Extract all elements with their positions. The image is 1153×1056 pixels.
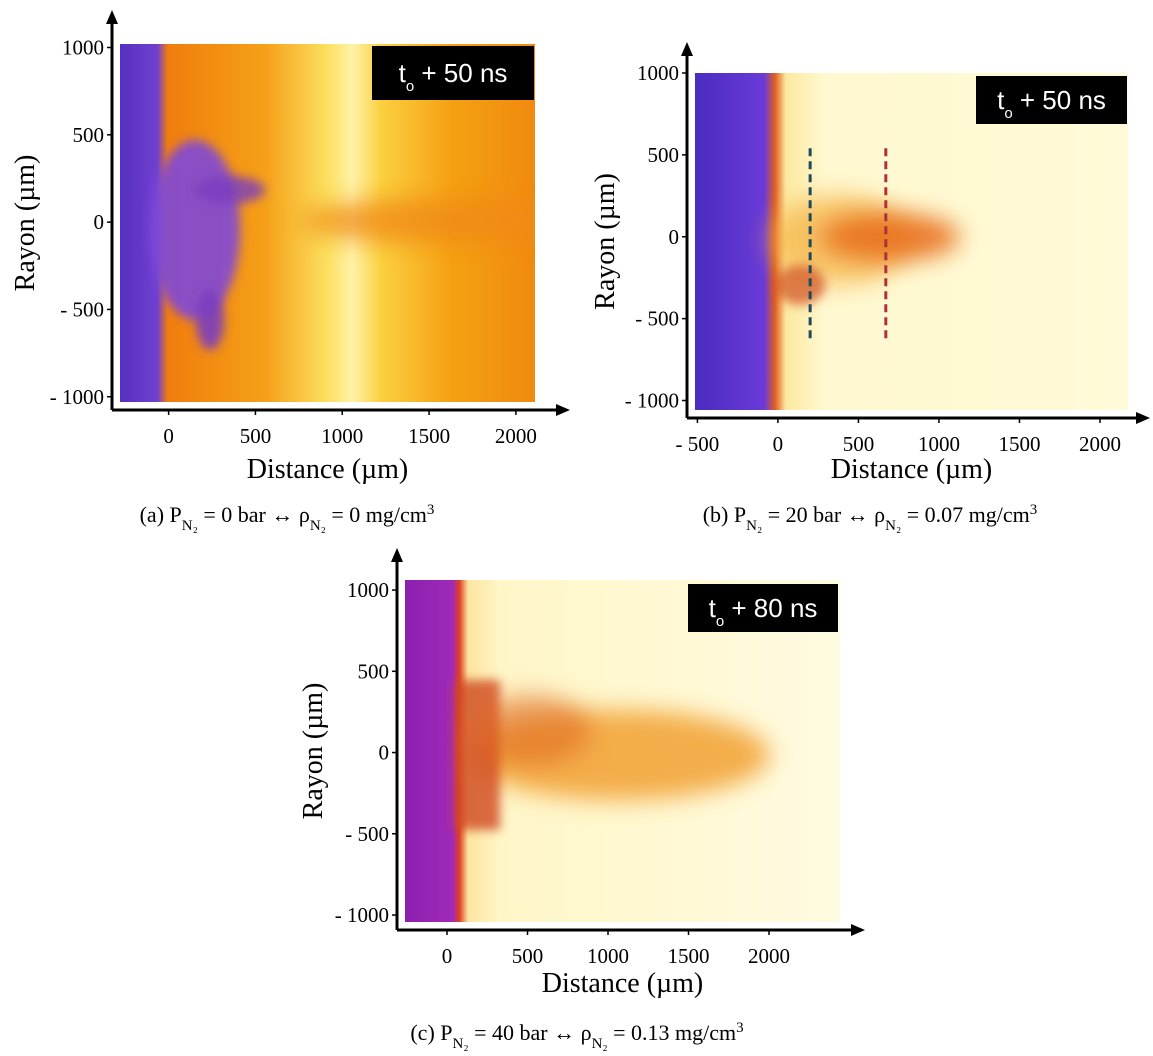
x-tick-label: 500 [240, 424, 272, 448]
x-axis-label: Distance (µm) [542, 968, 704, 999]
text-part: = 40 bar ↔ ρ [469, 1020, 592, 1045]
text-part: (b) P [703, 502, 746, 527]
y-axis-label: Rayon (µm) [298, 683, 329, 820]
y-tick-label: - 1000 [625, 389, 679, 413]
y-tick-label: - 500 [345, 822, 389, 846]
x-tick-label: 500 [843, 432, 875, 456]
text-part: o [716, 613, 724, 630]
text-part: (a) P [140, 502, 182, 527]
y-tick-label: 500 [358, 659, 390, 683]
y-tick-label: 500 [648, 143, 680, 167]
x-tick-label: 1500 [668, 944, 710, 968]
annotation: to + 80 ns [709, 593, 818, 630]
arrowhead [681, 42, 693, 56]
text-part: = 0 mg/cm [326, 502, 427, 527]
y-axis-label: Rayon (µm) [590, 173, 621, 310]
arrowhead [391, 548, 403, 562]
text-part: 3 [427, 502, 435, 518]
x-tick-label: 0 [773, 432, 784, 456]
text-part: + 50 ns [414, 58, 507, 88]
text-part: + 50 ns [1013, 85, 1106, 115]
annotation-box [688, 584, 838, 632]
text-part: 3 [1030, 502, 1038, 518]
y-axis-label: Rayon (µm) [10, 155, 41, 292]
x-tick-label: 1000 [587, 944, 629, 968]
text-part: = 0.13 mg/cm [608, 1020, 737, 1045]
y-tick-label: 1000 [62, 35, 104, 59]
y-tick-label: 1000 [637, 61, 679, 85]
text-part: t [709, 593, 717, 623]
y-tick-label: - 1000 [50, 385, 104, 409]
x-axis-label: Distance (µm) [831, 454, 993, 485]
image-a [120, 44, 535, 402]
y-tick-label: 0 [379, 741, 390, 765]
x-tick-label: 1500 [998, 432, 1040, 456]
caption: (c) PN₂ = 40 bar ↔ ρN₂ = 0.13 mg/cm3 [410, 1020, 743, 1052]
annotation-box [372, 46, 534, 100]
text-part: N₂ [310, 518, 326, 534]
arrowhead [556, 404, 570, 416]
annotation: to + 50 ns [399, 58, 508, 95]
x-tick-label: 2000 [495, 424, 537, 448]
annotation: to + 50 ns [997, 85, 1106, 122]
arrowhead [1136, 412, 1150, 424]
text-part: 3 [736, 1020, 744, 1036]
text-part: o [1004, 105, 1012, 122]
text-part: N₂ [885, 518, 901, 534]
y-tick-label: - 500 [60, 297, 104, 321]
image-c [405, 580, 840, 922]
x-tick-label: 0 [163, 424, 174, 448]
arrowhead [851, 924, 865, 936]
x-tick-label: 1500 [408, 424, 450, 448]
text-part: = 0 bar ↔ ρ [198, 502, 310, 527]
arrowhead [106, 10, 118, 24]
text-part: t [399, 58, 407, 88]
text-part: N₂ [453, 1036, 469, 1052]
caption: (b) PN₂ = 20 bar ↔ ρN₂ = 0.07 mg/cm3 [703, 502, 1038, 534]
text-part: N₂ [746, 518, 762, 534]
text-part: = 0.07 mg/cm [901, 502, 1030, 527]
text-part: (c) P [410, 1020, 452, 1045]
x-tick-label: - 500 [676, 432, 720, 456]
x-tick-label: 2000 [748, 944, 790, 968]
text-part: N₂ [592, 1036, 608, 1052]
y-tick-label: 0 [669, 225, 680, 249]
text-part: t [997, 85, 1005, 115]
annotation-box [976, 76, 1127, 124]
y-tick-label: - 500 [635, 307, 679, 331]
text-part: + 80 ns [724, 593, 817, 623]
x-tick-label: 500 [512, 944, 544, 968]
y-tick-label: - 1000 [335, 903, 389, 927]
x-tick-label: 2000 [1079, 432, 1121, 456]
text-part: o [406, 78, 414, 95]
text-part: = 20 bar ↔ ρ [762, 502, 885, 527]
y-tick-label: 1000 [347, 578, 389, 602]
caption: (a) PN₂ = 0 bar ↔ ρN₂ = 0 mg/cm3 [140, 502, 435, 534]
image-b [695, 73, 1128, 410]
text-part: N₂ [182, 518, 198, 534]
x-tick-label: 1000 [918, 432, 960, 456]
x-tick-label: 1000 [321, 424, 363, 448]
y-tick-label: 500 [73, 123, 105, 147]
y-tick-label: 0 [94, 210, 105, 234]
x-axis-label: Distance (µm) [247, 454, 409, 485]
x-tick-label: 0 [442, 944, 453, 968]
